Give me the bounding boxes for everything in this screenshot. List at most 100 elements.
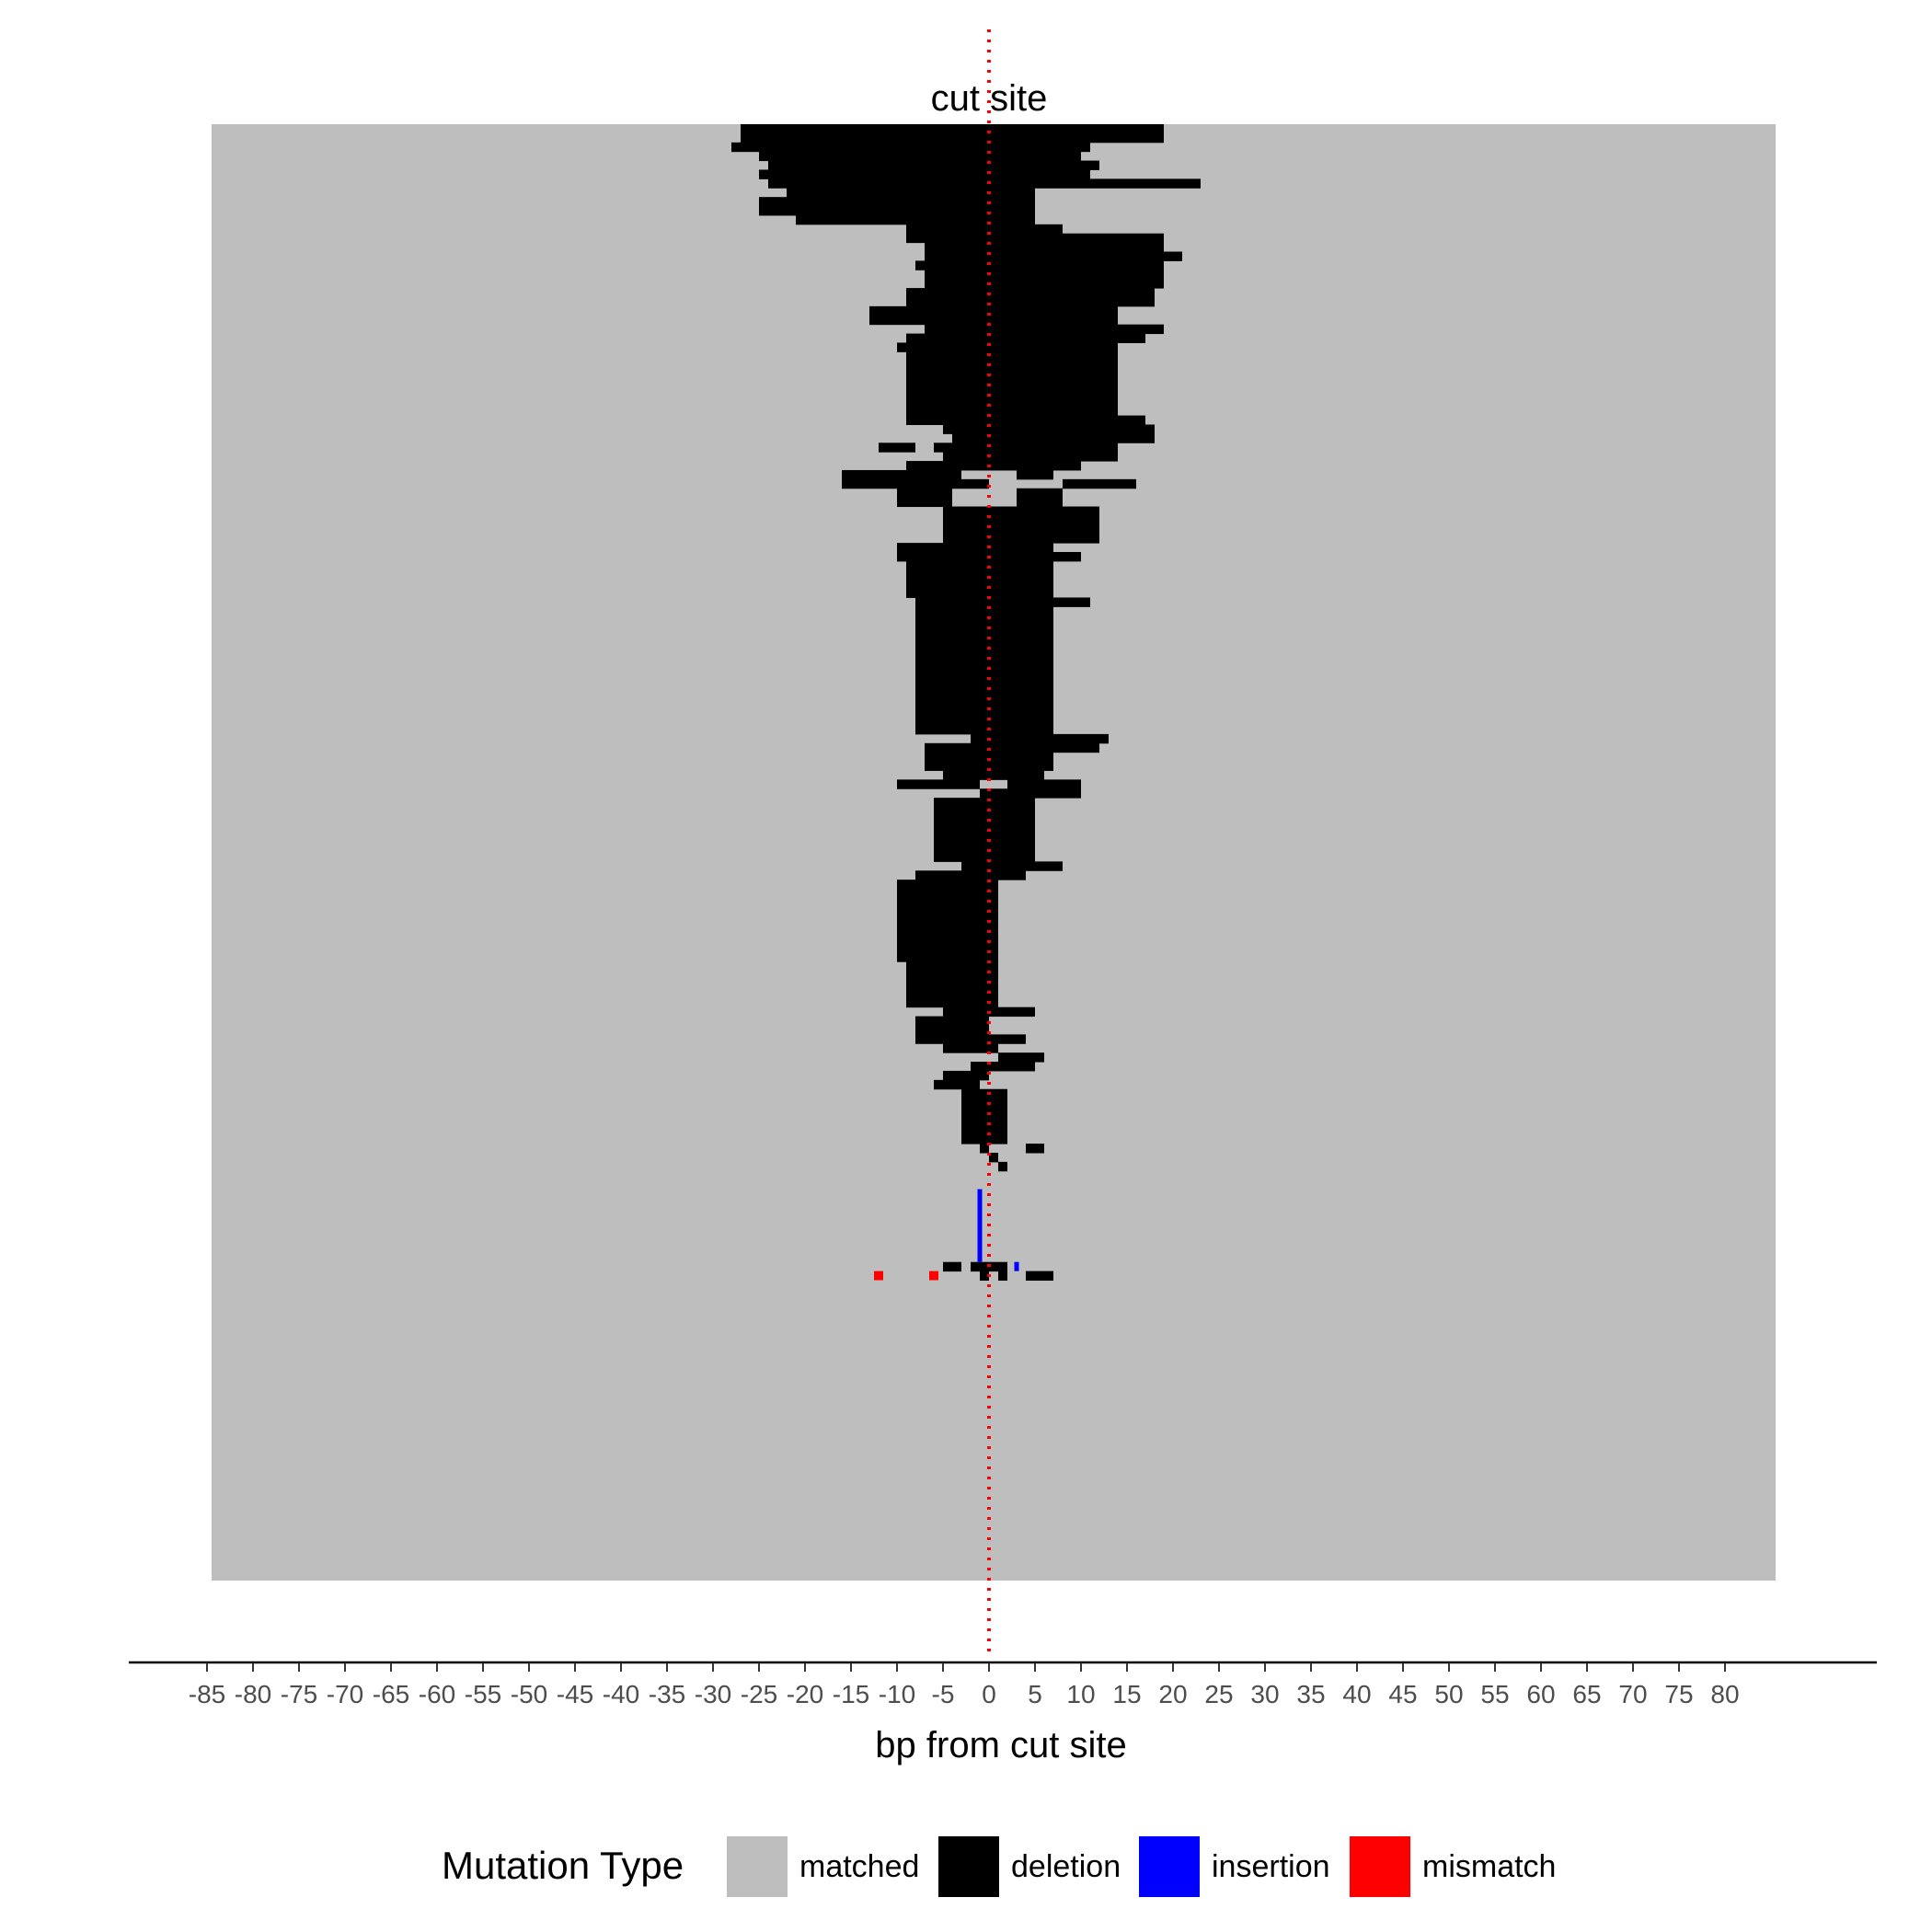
deletion-block [971, 1062, 1035, 1072]
x-tick-label: -25 [741, 1680, 777, 1708]
deletion-block [998, 1161, 1007, 1172]
deletion-block [759, 151, 1081, 162]
deletion-block [980, 1271, 989, 1282]
deletion-block [925, 742, 1099, 753]
deletion-block [915, 606, 952, 616]
x-tick-label: 70 [1618, 1680, 1647, 1708]
insertion-mark [1014, 1261, 1019, 1271]
deletion-block [787, 188, 1035, 198]
deletion-block [906, 361, 1118, 417]
deletion-block [971, 733, 1109, 744]
x-tick-label: -50 [511, 1680, 547, 1708]
x-tick-label: 0 [982, 1680, 996, 1708]
x-tick-label: -15 [833, 1680, 869, 1708]
deletion-block [925, 270, 1164, 289]
deletion-block [915, 597, 1090, 607]
cut-site-label: cut site [931, 78, 1048, 119]
deletion-block [934, 1079, 980, 1090]
deletion-block [1136, 124, 1164, 134]
x-tick-label: -80 [235, 1680, 271, 1708]
x-tick-label: 35 [1296, 1680, 1325, 1708]
deletion-block [915, 870, 1026, 880]
deletion-block [925, 242, 1164, 253]
x-tick-label: 65 [1572, 1680, 1601, 1708]
deletion-block [934, 798, 1035, 808]
deletion-block [906, 569, 1053, 598]
deletion-block [768, 160, 1099, 170]
x-tick-label: -45 [557, 1680, 593, 1708]
x-tick-label: -30 [695, 1680, 731, 1708]
deletion-block [925, 324, 1164, 335]
deletion-block [989, 1261, 1007, 1272]
legend: Mutation Type matched deletion insertion mi… [442, 1836, 1556, 1897]
deletion-block [915, 1034, 1026, 1044]
deletion-block [915, 1016, 989, 1026]
deletion-block [943, 478, 989, 489]
deletion-block [906, 461, 1081, 471]
deletion-block [1017, 488, 1063, 508]
x-tick-label: 50 [1434, 1680, 1463, 1708]
mismatch-mark [874, 1271, 883, 1281]
deletion-block [915, 615, 1053, 735]
deletion-block [943, 770, 1044, 780]
x-tick-label: 40 [1342, 1680, 1371, 1708]
x-tick-label: 55 [1480, 1680, 1509, 1708]
x-tick-label: -35 [649, 1680, 685, 1708]
insertion-mark [977, 1189, 983, 1262]
deletion-block [980, 1144, 989, 1154]
deletion-block [897, 342, 1118, 352]
deletion-block [943, 424, 1155, 434]
deletion-block [961, 1088, 1007, 1144]
x-tick-label: 20 [1158, 1680, 1187, 1708]
mismatch-mark [929, 1271, 938, 1281]
deletion-block [897, 552, 1053, 562]
deletion-block [943, 1043, 998, 1053]
legend-key-mismatch [1350, 1836, 1410, 1897]
deletion-block [952, 433, 1155, 443]
plot-area [212, 29, 1776, 1651]
deletion-block [943, 1261, 961, 1272]
deletion-block [1090, 132, 1164, 144]
legend-key-matched [727, 1836, 788, 1897]
deletion-block [1026, 1144, 1044, 1154]
deletion-block [906, 961, 998, 1008]
deletion-block [897, 488, 952, 508]
x-tick-label: 25 [1204, 1680, 1233, 1708]
deletion-block [925, 752, 1053, 771]
deletion-block [943, 515, 1099, 544]
x-tick-label: -75 [281, 1680, 317, 1708]
deletion-block [989, 1152, 998, 1163]
deletion-block [897, 543, 1053, 553]
x-tick-label: 60 [1526, 1680, 1555, 1708]
legend-label-matched: matched [799, 1849, 919, 1884]
deletion-block [961, 861, 1063, 871]
x-tick-label: 75 [1664, 1680, 1693, 1708]
deletion-block [796, 214, 1035, 225]
deletion-block [906, 560, 1053, 571]
x-axis: -85 -80 -75 -70 -65 -60 -55 -50 -45 -40 -35 -30 -25-… [129, 1661, 1877, 1708]
x-tick-label: 10 [1066, 1680, 1095, 1708]
legend-label-mismatch: mismatch [1422, 1849, 1556, 1884]
deletion-block [934, 807, 1035, 862]
deletion-block [971, 1261, 989, 1272]
x-tick-label: -60 [419, 1680, 455, 1708]
x-tick-label: -85 [189, 1680, 225, 1708]
legend-label-insertion: insertion [1212, 1849, 1330, 1884]
x-tick-label: -5 [932, 1680, 955, 1708]
deletion-block [879, 469, 961, 480]
deletion-block [952, 606, 1053, 616]
x-tick-label: -10 [879, 1680, 915, 1708]
x-tick-label: 5 [1028, 1680, 1042, 1708]
deletion-block [943, 452, 1081, 462]
deletion-block [741, 132, 1090, 144]
legend-label-deletion: deletion [1011, 1849, 1121, 1884]
legend-key-deletion [938, 1836, 999, 1897]
deletion-block [759, 197, 1035, 216]
x-tick-label: -70 [327, 1680, 363, 1708]
deletion-block [906, 333, 1145, 343]
x-axis-title: bp from cut site [875, 1725, 1126, 1765]
deletion-block [915, 260, 1164, 270]
x-tick-label: 15 [1112, 1680, 1141, 1708]
deletion-block [768, 178, 1201, 189]
